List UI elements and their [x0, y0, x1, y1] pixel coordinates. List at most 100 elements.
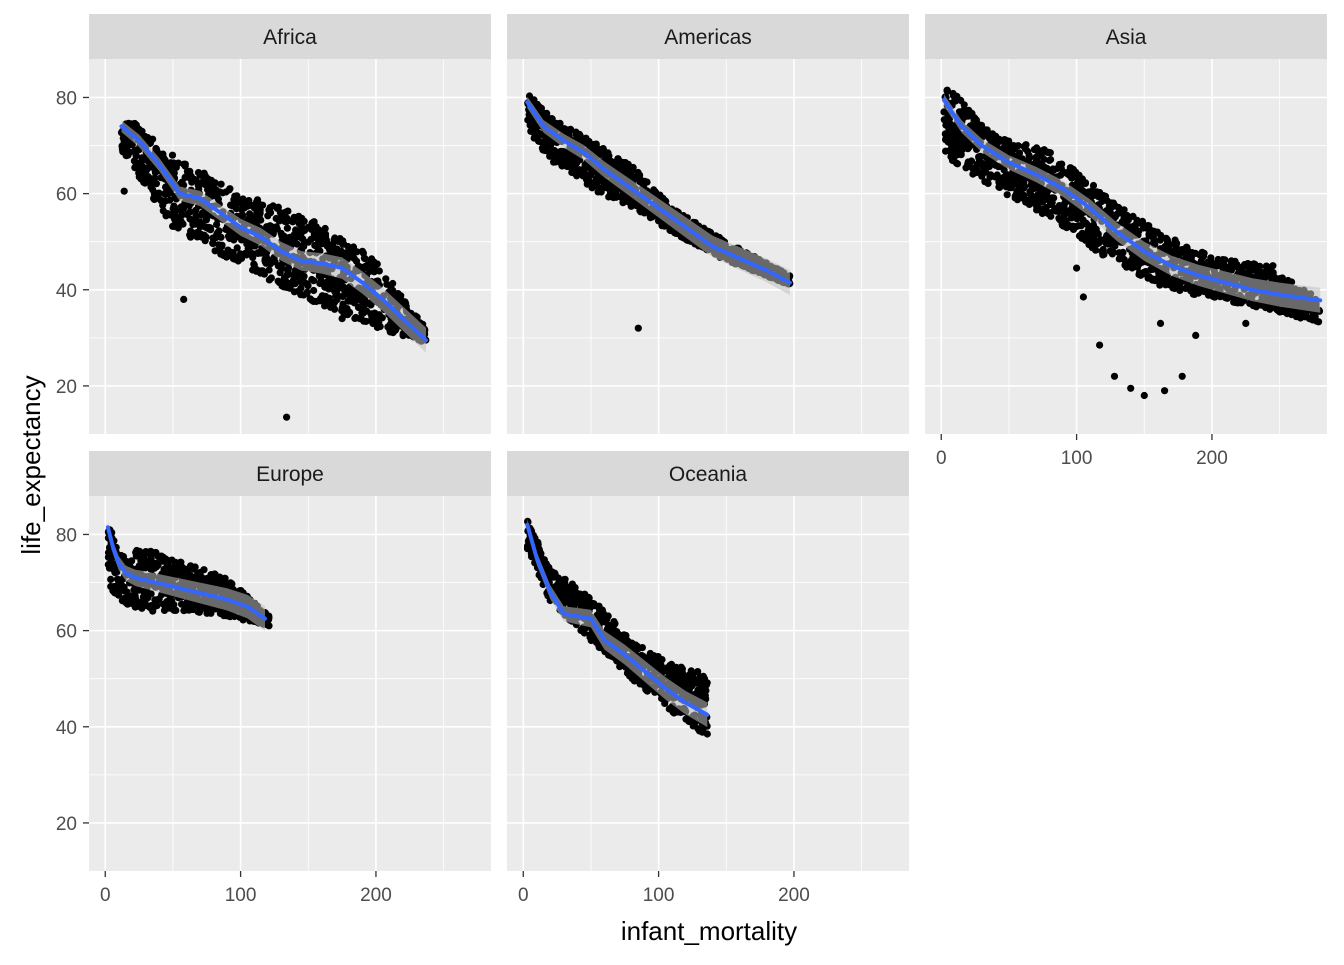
facet-americas: Americas: [507, 14, 909, 434]
data-point: [682, 716, 689, 723]
data-point: [704, 679, 711, 686]
data-point: [345, 298, 352, 305]
data-point: [377, 323, 384, 330]
data-point: [1027, 191, 1034, 198]
data-point: [1021, 143, 1028, 150]
data-point: [119, 146, 126, 153]
data-point: [1185, 252, 1192, 259]
y-tick-label: 60: [56, 622, 77, 643]
x-tick-label: 0: [100, 885, 111, 906]
data-point: [266, 266, 273, 273]
data-point-outlier: [1096, 342, 1103, 349]
data-point: [348, 248, 355, 255]
data-point: [311, 242, 318, 249]
y-tick-label: 60: [56, 185, 77, 206]
data-point: [356, 297, 363, 304]
data-point: [161, 607, 168, 614]
data-point: [131, 157, 138, 164]
data-point: [570, 169, 577, 176]
data-point: [1102, 193, 1109, 200]
data-point: [975, 153, 982, 160]
data-point: [543, 110, 550, 117]
data-point: [370, 264, 377, 271]
data-point: [258, 267, 265, 274]
data-point: [1055, 215, 1062, 222]
data-point: [301, 227, 308, 234]
data-point: [152, 190, 159, 197]
data-point: [329, 278, 336, 285]
data-point: [266, 276, 273, 283]
data-point: [1147, 226, 1154, 233]
data-point: [198, 212, 205, 219]
data-point: [163, 598, 170, 605]
data-point: [994, 171, 1001, 178]
data-point: [551, 152, 558, 159]
data-point: [1266, 306, 1273, 313]
data-point: [1077, 177, 1084, 184]
data-point: [1060, 210, 1067, 217]
data-point: [261, 257, 268, 264]
data-point: [355, 304, 362, 311]
data-point: [273, 215, 280, 222]
data-point: [1074, 215, 1081, 222]
x-tick-label: 100: [225, 885, 257, 906]
data-point-outlier: [283, 414, 290, 421]
data-point: [349, 289, 356, 296]
data-point: [544, 148, 551, 155]
data-point: [613, 188, 620, 195]
data-point: [1085, 188, 1092, 195]
data-point: [1047, 201, 1054, 208]
data-point: [1199, 249, 1206, 256]
data-point-outlier: [1306, 315, 1313, 322]
y-tick-label: 20: [56, 814, 77, 835]
data-point-outlier: [1179, 373, 1186, 380]
data-point: [165, 557, 172, 564]
data-point-outlier: [1141, 392, 1148, 399]
data-point: [1285, 277, 1292, 284]
data-point: [210, 191, 217, 198]
data-point: [527, 122, 534, 129]
data-point: [310, 287, 317, 294]
data-point: [391, 325, 398, 332]
data-point: [124, 601, 131, 608]
data-point-outlier: [1127, 385, 1134, 392]
data-point: [1139, 270, 1146, 277]
data-point: [570, 155, 577, 162]
x-tick-label: 100: [1061, 448, 1093, 469]
data-point: [583, 176, 590, 183]
data-point: [249, 242, 256, 249]
data-point: [1215, 262, 1222, 269]
data-point: [696, 727, 703, 734]
data-point: [1131, 222, 1138, 229]
data-point: [948, 143, 955, 150]
data-point-outlier: [1157, 320, 1164, 327]
data-point: [578, 597, 585, 604]
data-point: [170, 205, 177, 212]
data-point: [137, 563, 144, 570]
data-point: [1108, 241, 1115, 248]
data-point: [618, 194, 625, 201]
data-point: [1090, 182, 1097, 189]
data-point: [1261, 273, 1268, 280]
data-point: [1049, 165, 1056, 172]
data-point: [169, 152, 176, 159]
data-point: [598, 188, 605, 195]
data-point: [556, 158, 563, 165]
data-point: [1006, 184, 1013, 191]
data-point-outlier: [1161, 387, 1168, 394]
data-point: [1049, 194, 1056, 201]
data-point: [175, 160, 182, 167]
data-point: [322, 225, 329, 232]
data-point: [192, 219, 199, 226]
data-point: [984, 129, 991, 136]
data-point: [291, 288, 298, 295]
data-point: [361, 255, 368, 262]
data-point: [954, 160, 961, 167]
data-point: [1222, 294, 1229, 301]
data-point: [1078, 235, 1085, 242]
data-point: [1098, 236, 1105, 243]
data-point-outlier: [1269, 262, 1276, 269]
data-point: [633, 202, 640, 209]
data-point: [944, 134, 951, 141]
